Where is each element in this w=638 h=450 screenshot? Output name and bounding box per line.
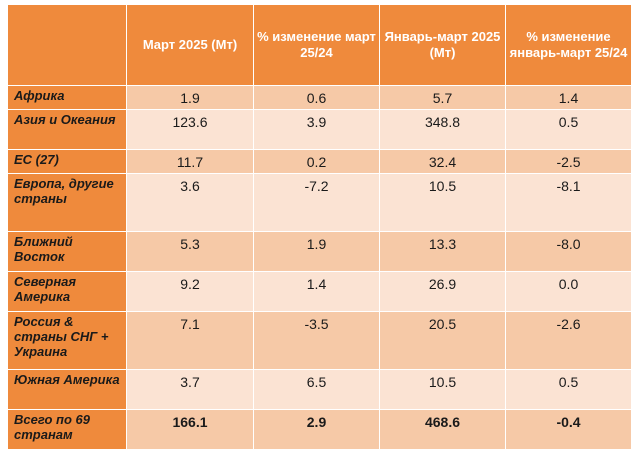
cell-change-jan-mar: -2.6 bbox=[505, 311, 632, 370]
cell-change-jan-mar: 0.5 bbox=[505, 369, 632, 410]
table-row: Южная Америка 3.7 6.5 10.5 0.5 bbox=[7, 369, 632, 410]
cell-change-march: 1.9 bbox=[253, 231, 380, 272]
region-label: Европа, другие страны bbox=[7, 173, 127, 232]
cell-change-march: 1.4 bbox=[253, 271, 380, 312]
cell-march-2025: 166.1 bbox=[126, 409, 254, 450]
region-label: Азия и Океания bbox=[7, 109, 127, 150]
steel-production-table: Март 2025 (Мт) % изменение март 25/24 Ян… bbox=[7, 4, 632, 450]
cell-change-march: 2.9 bbox=[253, 409, 380, 450]
cell-change-jan-mar: -8.0 bbox=[505, 231, 632, 272]
header-march-2025: Март 2025 (Мт) bbox=[126, 4, 254, 86]
cell-change-march: 6.5 bbox=[253, 369, 380, 410]
table-row: Европа, другие страны 3.6 -7.2 10.5 -8.1 bbox=[7, 173, 632, 232]
header-change-jan-mar: % изменение январь-март 25/24 bbox=[505, 4, 632, 86]
table-row: Азия и Океания 123.6 3.9 348.8 0.5 bbox=[7, 109, 632, 150]
region-label: Ближний Восток bbox=[7, 231, 127, 272]
header-row: Март 2025 (Мт) % изменение март 25/24 Ян… bbox=[7, 4, 632, 86]
cell-march-2025: 3.7 bbox=[126, 369, 254, 410]
cell-change-jan-mar: -2.5 bbox=[505, 149, 632, 174]
cell-march-2025: 7.1 bbox=[126, 311, 254, 370]
cell-jan-mar-2025: 468.6 bbox=[379, 409, 506, 450]
cell-jan-mar-2025: 10.5 bbox=[379, 369, 506, 410]
table-row: Африка 1.9 0.6 5.7 1.4 bbox=[7, 85, 632, 110]
cell-jan-mar-2025: 5.7 bbox=[379, 85, 506, 110]
table-row: Северная Америка 9.2 1.4 26.9 0.0 bbox=[7, 271, 632, 312]
header-change-march: % изменение март 25/24 bbox=[253, 4, 380, 86]
cell-jan-mar-2025: 348.8 bbox=[379, 109, 506, 150]
region-label: Южная Америка bbox=[7, 369, 127, 410]
region-label-total: Всего по 69 странам bbox=[7, 409, 127, 450]
cell-jan-mar-2025: 10.5 bbox=[379, 173, 506, 232]
cell-change-march: -3.5 bbox=[253, 311, 380, 370]
cell-jan-mar-2025: 32.4 bbox=[379, 149, 506, 174]
table-row: ЕС (27) 11.7 0.2 32.4 -2.5 bbox=[7, 149, 632, 174]
cell-jan-mar-2025: 13.3 bbox=[379, 231, 506, 272]
region-label: ЕС (27) bbox=[7, 149, 127, 174]
table-row: Россия & страны СНГ + Украина 7.1 -3.5 2… bbox=[7, 311, 632, 370]
cell-march-2025: 9.2 bbox=[126, 271, 254, 312]
cell-change-jan-mar: -8.1 bbox=[505, 173, 632, 232]
cell-change-jan-mar: 0.5 bbox=[505, 109, 632, 150]
region-label: Африка bbox=[7, 85, 127, 110]
region-label: Северная Америка bbox=[7, 271, 127, 312]
cell-change-march: -7.2 bbox=[253, 173, 380, 232]
cell-change-march: 0.6 bbox=[253, 85, 380, 110]
cell-change-jan-mar: 1.4 bbox=[505, 85, 632, 110]
cell-march-2025: 5.3 bbox=[126, 231, 254, 272]
cell-march-2025: 3.6 bbox=[126, 173, 254, 232]
cell-change-jan-mar: -0.4 bbox=[505, 409, 632, 450]
cell-change-jan-mar: 0.0 bbox=[505, 271, 632, 312]
region-label: Россия & страны СНГ + Украина bbox=[7, 311, 127, 370]
cell-march-2025: 11.7 bbox=[126, 149, 254, 174]
cell-change-march: 0.2 bbox=[253, 149, 380, 174]
cell-jan-mar-2025: 26.9 bbox=[379, 271, 506, 312]
cell-march-2025: 123.6 bbox=[126, 109, 254, 150]
total-row: Всего по 69 странам 166.1 2.9 468.6 -0.4 bbox=[7, 409, 632, 450]
cell-march-2025: 1.9 bbox=[126, 85, 254, 110]
header-jan-mar-2025: Январь-март 2025 (Мт) bbox=[379, 4, 506, 86]
data-table-container: Март 2025 (Мт) % изменение март 25/24 Ян… bbox=[7, 4, 632, 450]
cell-change-march: 3.9 bbox=[253, 109, 380, 150]
header-corner bbox=[7, 4, 127, 86]
table-row: Ближний Восток 5.3 1.9 13.3 -8.0 bbox=[7, 231, 632, 272]
cell-jan-mar-2025: 20.5 bbox=[379, 311, 506, 370]
